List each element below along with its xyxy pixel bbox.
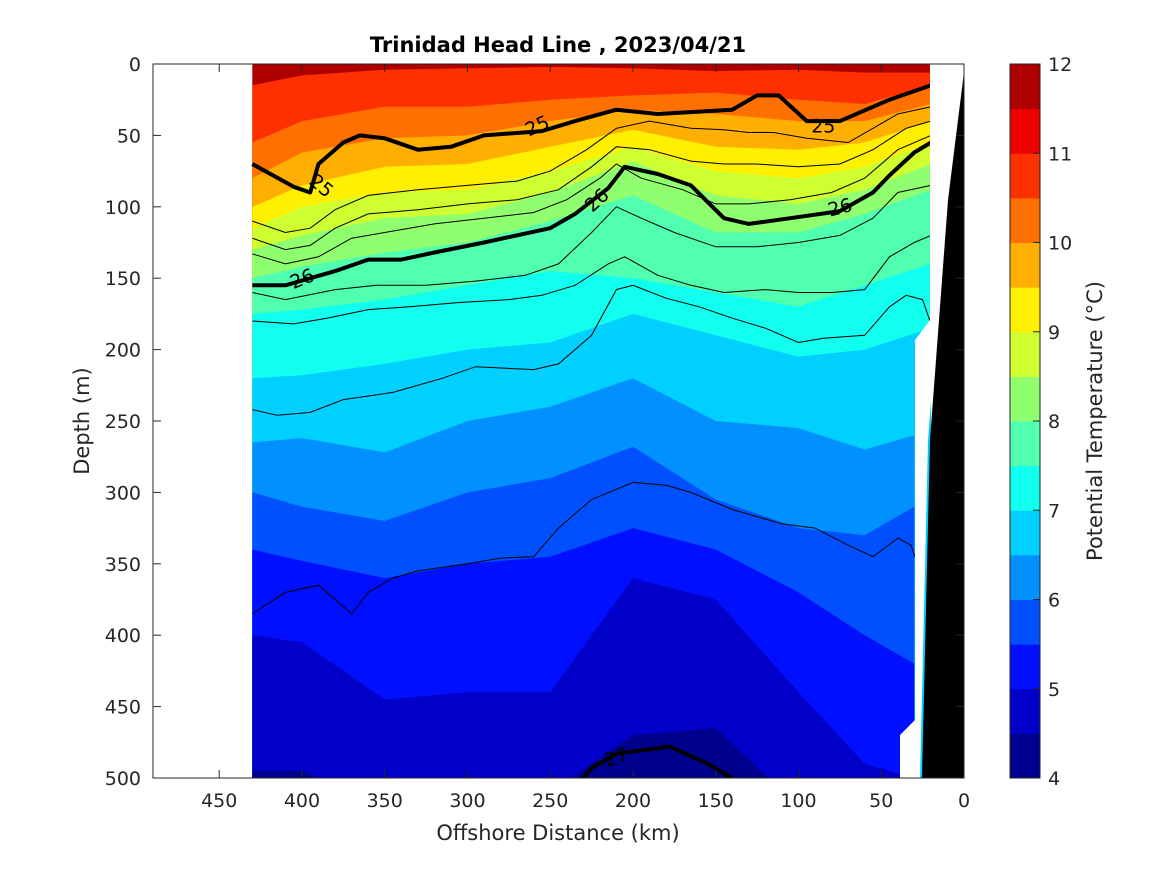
x-tick-label: 450 xyxy=(201,790,237,812)
colorbar-tick-label: 4 xyxy=(1048,768,1060,790)
colorbar-tick-label: 8 xyxy=(1048,411,1060,433)
temperature-band xyxy=(252,728,769,778)
colorbar-swatch xyxy=(1010,644,1040,690)
x-tick-label: 150 xyxy=(698,790,734,812)
y-tick-label: 500 xyxy=(105,768,141,790)
thin-contour-line xyxy=(252,134,932,265)
thin-contour-line xyxy=(252,284,932,416)
y-tick-label: 50 xyxy=(117,125,141,147)
density-contour-line xyxy=(252,140,932,288)
no-data-nearshore xyxy=(900,64,964,778)
seafloor xyxy=(922,72,964,778)
temperature-field xyxy=(252,64,931,778)
x-tick-label: 0 xyxy=(958,790,970,812)
colorbar-swatch xyxy=(1010,64,1040,110)
colorbar-tick-label: 11 xyxy=(1048,143,1072,165)
colorbar-swatch xyxy=(1010,599,1040,645)
colorbar-swatch xyxy=(1010,197,1040,244)
y-tick-label: 400 xyxy=(105,625,141,647)
thin-contour-line xyxy=(252,481,919,615)
y-tick-label: 150 xyxy=(105,268,141,290)
x-tick-label: 400 xyxy=(284,790,320,812)
x-tick-label: 300 xyxy=(449,790,485,812)
thin-contour-line xyxy=(252,184,932,301)
colorbar-tick-label: 12 xyxy=(1048,54,1072,76)
y-axis-label: Depth (m) xyxy=(70,367,94,474)
density-contour-line xyxy=(251,83,932,195)
thin-contour-line xyxy=(252,120,932,251)
colorbar-swatch xyxy=(1010,331,1040,377)
thin-contour-lines xyxy=(252,106,932,615)
x-tick-label: 200 xyxy=(615,790,651,812)
colorbar-swatch xyxy=(1010,242,1040,288)
colorbar-swatch xyxy=(1010,108,1040,154)
density-contour-line xyxy=(581,744,734,778)
colorbar-label: Potential Temperature (°C) xyxy=(1083,281,1107,561)
bathymetry xyxy=(900,64,964,778)
thin-contour-line xyxy=(252,106,932,234)
x-tick-label: 50 xyxy=(869,790,893,812)
y-tick-label: 100 xyxy=(105,197,141,219)
y-tick-label: 300 xyxy=(105,482,141,504)
colorbar-swatch xyxy=(1010,733,1040,779)
density-label-text: 25 xyxy=(811,115,835,137)
y-tick-label: 250 xyxy=(105,411,141,433)
x-axis-ticks: 450 400 350 300 250 200 150 100 50 0 xyxy=(201,64,970,812)
y-tick-label: 350 xyxy=(105,554,141,576)
colorbar-swatch xyxy=(1010,421,1040,467)
y-tick-label: 0 xyxy=(129,54,141,76)
colorbar-swatch xyxy=(1010,287,1040,333)
y-axis-ticks: 0 50 100 150 200 250 300 350 400 450 500 xyxy=(105,54,964,790)
colorbar-swatch xyxy=(1010,376,1040,422)
colorbar-tick-label: 9 xyxy=(1048,322,1060,344)
colorbar-swatch xyxy=(1010,153,1040,199)
temperature-band xyxy=(252,578,915,778)
thin-contour-line xyxy=(252,234,932,325)
y-tick-label: 450 xyxy=(105,697,141,719)
colorbar-swatch xyxy=(1010,554,1040,601)
colorbar-tick-label: 10 xyxy=(1048,233,1072,255)
colorbar-swatch xyxy=(1010,510,1040,556)
x-tick-label: 100 xyxy=(780,790,816,812)
x-tick-label: 350 xyxy=(367,790,403,812)
colorbar: 4 5 6 7 8 9 10 11 12 xyxy=(1009,54,1072,790)
colorbar-swatch xyxy=(1010,688,1040,734)
colorbar-tick-label: 5 xyxy=(1048,679,1060,701)
y-tick-label: 200 xyxy=(105,340,141,362)
colorbar-tick-label: 6 xyxy=(1048,590,1060,612)
colorbar-swatch xyxy=(1010,465,1040,511)
x-tick-label: 250 xyxy=(532,790,568,812)
density-contour-label: 25 xyxy=(811,115,835,137)
x-axis-label: Offshore Distance (km) xyxy=(436,821,679,845)
chart-title: Trinidad Head Line , 2023/04/21 xyxy=(370,33,746,57)
colorbar-tick-label: 7 xyxy=(1048,500,1060,522)
